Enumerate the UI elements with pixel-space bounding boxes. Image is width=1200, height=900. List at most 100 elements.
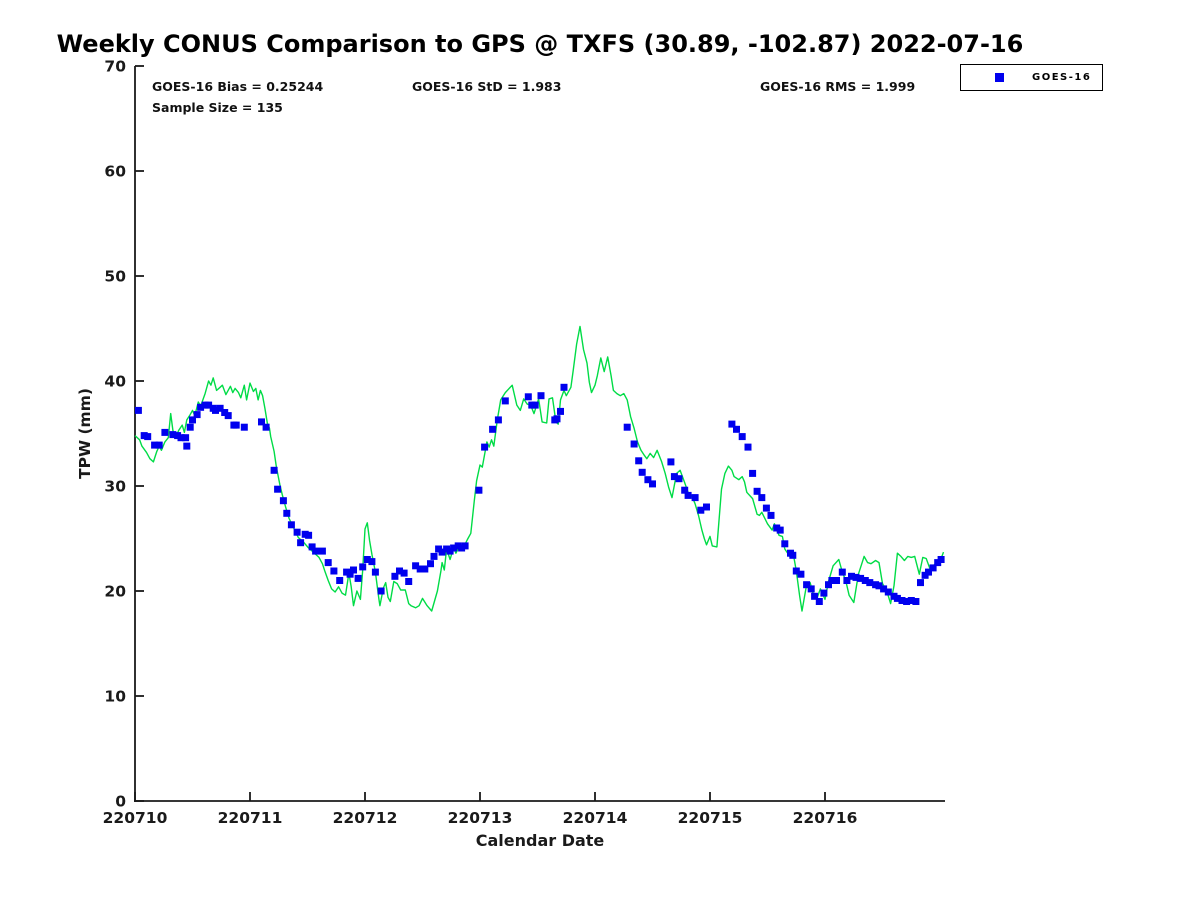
goes16-data-point bbox=[377, 587, 385, 595]
goes16-data-point bbox=[781, 540, 789, 548]
goes16-data-point bbox=[287, 521, 295, 529]
goes16-data-point bbox=[197, 403, 205, 411]
goes16-data-point bbox=[929, 564, 937, 572]
goes16-data-point bbox=[733, 425, 740, 433]
goes16-data-point bbox=[336, 577, 344, 584]
goes16-data-point bbox=[670, 473, 678, 481]
goes16-data-point bbox=[644, 476, 652, 484]
goes16-data-point bbox=[350, 566, 357, 574]
goes16-data-point bbox=[557, 407, 564, 415]
goes16-data-point bbox=[489, 425, 497, 433]
goes16-data-point bbox=[279, 497, 287, 505]
goes16-data-point bbox=[305, 531, 313, 539]
goes16-data-point bbox=[330, 567, 338, 575]
goes16-data-point bbox=[675, 475, 683, 483]
goes16-data-point bbox=[753, 487, 761, 495]
goes16-data-point bbox=[169, 431, 177, 439]
chart-title: Weekly CONUS Comparison to GPS @ TXFS (3… bbox=[56, 30, 1024, 58]
goes16-data-point bbox=[450, 544, 458, 552]
goes16-data-point bbox=[391, 572, 399, 580]
goes16-data-point bbox=[293, 528, 301, 536]
goes16-data-point bbox=[684, 491, 692, 499]
y-axis-title: TPW (mm) bbox=[76, 388, 94, 479]
goes16-data-point bbox=[903, 598, 911, 605]
goes16-data-point bbox=[852, 573, 860, 581]
goes16-data-point bbox=[649, 480, 656, 488]
goes16-data-point bbox=[189, 416, 196, 424]
gps-line-series bbox=[134, 325, 945, 612]
goes16-data-point bbox=[183, 442, 191, 450]
goes16-data-point bbox=[893, 594, 901, 602]
stat-std-text: GOES-16 StD = 1.983 bbox=[412, 79, 562, 94]
x-tick-label: 220711 bbox=[218, 809, 283, 827]
goes16-data-point bbox=[186, 423, 194, 431]
goes16-data-point bbox=[623, 423, 631, 431]
y-tick-label: 10 bbox=[104, 688, 126, 706]
x-tick-label: 220716 bbox=[793, 809, 858, 827]
goes16-data-point bbox=[811, 592, 819, 600]
goes16-data-point bbox=[638, 468, 646, 476]
stat-bias-text: GOES-16 Bias = 0.25244 bbox=[152, 79, 324, 94]
goes16-data-point bbox=[368, 558, 376, 566]
goes16-data-point bbox=[224, 412, 232, 420]
goes16-data-point bbox=[134, 406, 142, 414]
y-tick-label: 60 bbox=[104, 163, 126, 181]
x-tick-label: 220713 bbox=[448, 809, 513, 827]
goes16-data-point bbox=[161, 428, 169, 436]
goes16-data-point bbox=[421, 565, 429, 573]
goes16-data-point bbox=[461, 542, 469, 550]
goes16-data-point bbox=[524, 393, 532, 401]
goes16-data-point bbox=[843, 577, 851, 584]
x-axis-title: Calendar Date bbox=[476, 831, 605, 850]
y-tick-label: 70 bbox=[104, 58, 126, 76]
goes16-data-point bbox=[270, 466, 278, 474]
x-tick-label: 220712 bbox=[333, 809, 398, 827]
goes16-data-point bbox=[667, 458, 675, 466]
goes16-data-point bbox=[144, 433, 152, 441]
goes16-data-point bbox=[346, 570, 354, 578]
x-tick-label: 220710 bbox=[103, 809, 168, 827]
goes16-data-point bbox=[937, 556, 945, 563]
goes16-data-point bbox=[749, 469, 757, 477]
goes16-data-point bbox=[232, 421, 240, 429]
goes16-data-point bbox=[861, 577, 869, 584]
goes16-data-point bbox=[738, 433, 746, 441]
goes16-data-point bbox=[792, 567, 800, 575]
goes16-data-point bbox=[820, 589, 828, 597]
goes16-data-point bbox=[205, 401, 213, 409]
goes16-data-point bbox=[875, 582, 883, 590]
goes16-data-point bbox=[703, 503, 710, 511]
goes16-data-point bbox=[630, 440, 638, 448]
goes16-data-point bbox=[354, 574, 362, 582]
goes16-data-point bbox=[182, 434, 190, 442]
goes16-data-point bbox=[308, 543, 316, 551]
goes16-data-point bbox=[537, 392, 545, 400]
goes16-data-point bbox=[803, 581, 811, 589]
goes16-data-point bbox=[501, 397, 509, 405]
goes16-data-point bbox=[925, 568, 932, 576]
goes16-data-point bbox=[371, 568, 379, 576]
goes16-data-point bbox=[553, 415, 561, 423]
goes16-data-point bbox=[494, 416, 502, 424]
goes16-data-point bbox=[258, 418, 265, 426]
goes16-data-point bbox=[838, 568, 846, 576]
goes16-data-point bbox=[681, 486, 689, 494]
goes16-data-point bbox=[691, 494, 699, 502]
goes16-data-point bbox=[917, 579, 924, 587]
goes16-data-point bbox=[789, 551, 797, 559]
goes16-data-point bbox=[898, 597, 906, 604]
goes16-data-point bbox=[240, 423, 248, 431]
legend-marker-square-icon bbox=[995, 73, 1004, 82]
stat-rms-text: GOES-16 RMS = 1.999 bbox=[760, 79, 916, 94]
goes16-data-point bbox=[481, 443, 489, 451]
goes16-data-point bbox=[744, 443, 752, 451]
y-tick-label: 20 bbox=[104, 583, 126, 601]
goes16-data-point bbox=[762, 504, 770, 512]
goes16-data-point bbox=[884, 588, 892, 596]
goes16-data-point bbox=[807, 585, 815, 593]
y-tick-label: 0 bbox=[115, 793, 126, 811]
goes16-data-point bbox=[797, 570, 805, 578]
goes16-data-point bbox=[359, 563, 367, 571]
goes16-data-point bbox=[758, 494, 766, 502]
